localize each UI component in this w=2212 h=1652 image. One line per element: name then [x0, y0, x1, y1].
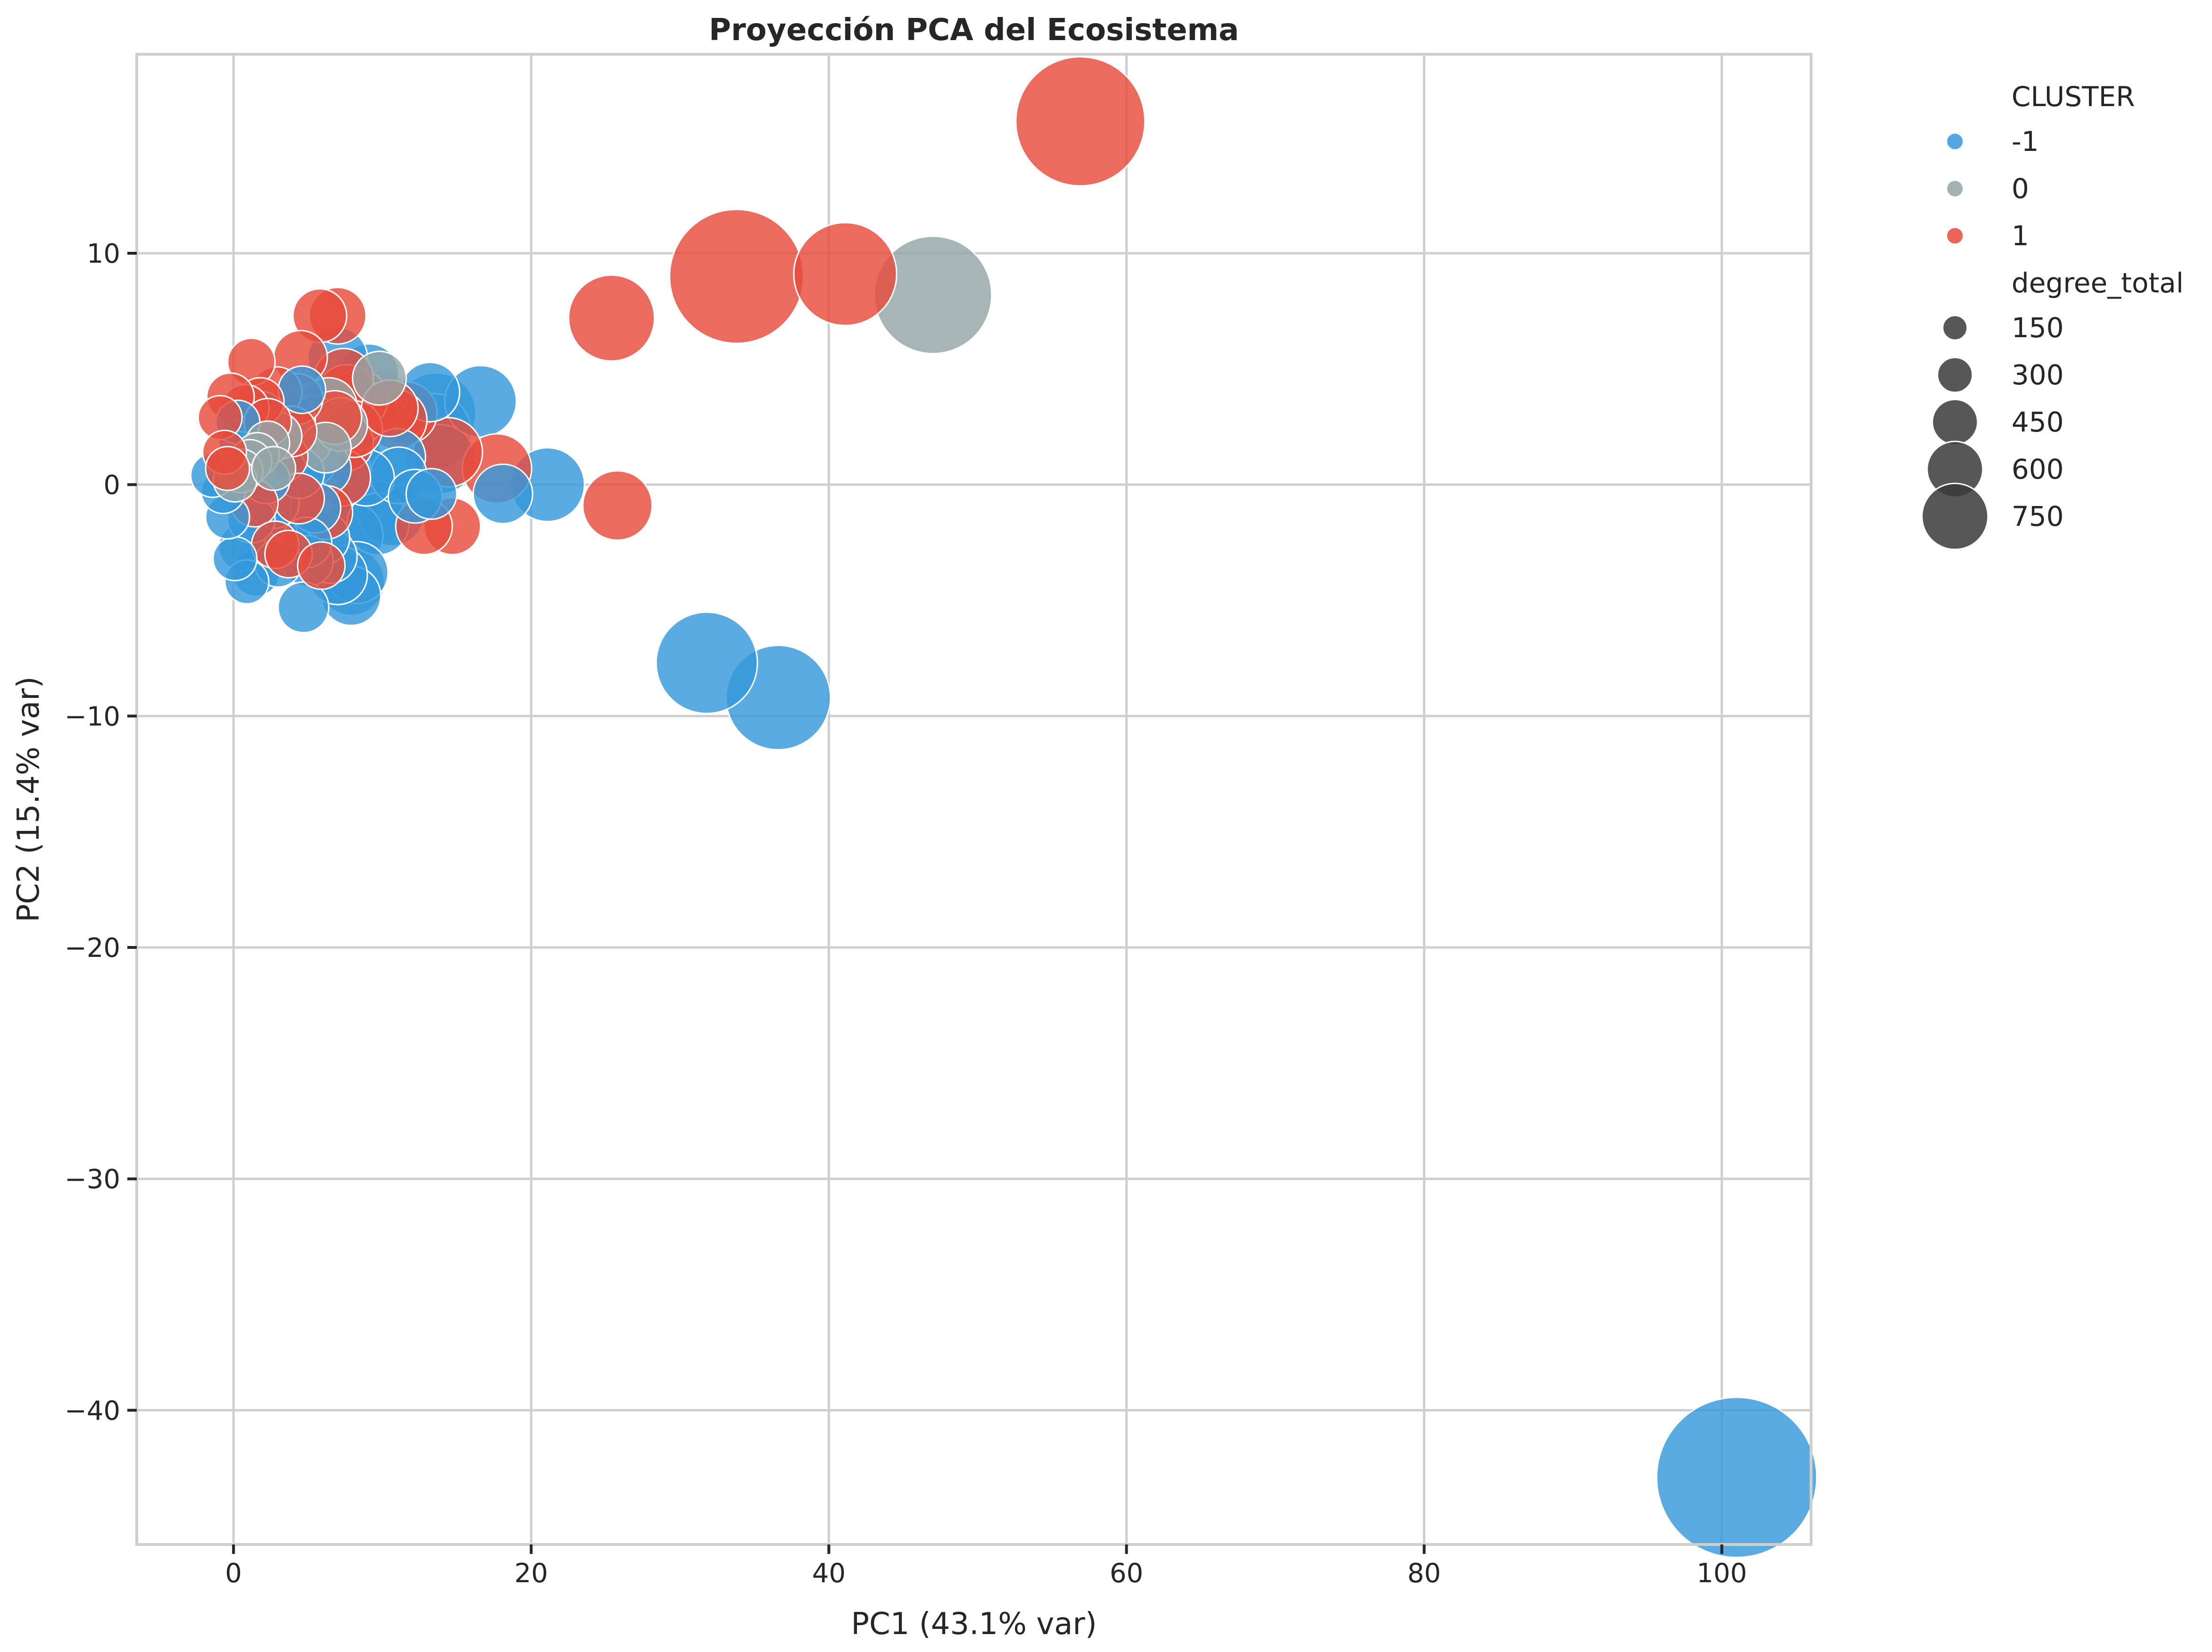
- data-point-cluster-1: [582, 470, 653, 541]
- legend-size-title: degree_total: [2012, 267, 2184, 299]
- data-point-cluster-1: [205, 446, 250, 491]
- legend-size-label: 150: [2012, 312, 2064, 344]
- legend-hue-marker: [1946, 226, 1964, 245]
- x-tick-label: 0: [225, 1558, 242, 1589]
- chart-title: Proyección PCA del Ecosistema: [709, 13, 1239, 48]
- legend-hue-title: CLUSTER: [2012, 81, 2135, 113]
- x-tick-label: 80: [1407, 1558, 1441, 1589]
- data-point-cluster-1: [669, 208, 805, 344]
- legend: CLUSTER -1 0 1 degree_total 150 300 450 600 750: [1921, 81, 2184, 550]
- legend-size-label: 300: [2012, 359, 2064, 391]
- legend-hue-label: 0: [2012, 173, 2029, 205]
- y-tick-label: −40: [65, 1395, 120, 1426]
- x-tick-label: 60: [1110, 1558, 1143, 1589]
- points-layer: [190, 56, 1818, 1558]
- data-point-cluster-0: [351, 350, 407, 406]
- legend-size-label: 600: [2012, 453, 2064, 485]
- legend-hue-label: -1: [2012, 125, 2039, 158]
- legend-size-marker: [1937, 357, 1973, 393]
- x-tick-label: 40: [812, 1558, 846, 1589]
- x-tick-label: 20: [515, 1558, 548, 1589]
- legend-hue-marker: [1946, 132, 1964, 151]
- y-tick-label: 0: [103, 470, 120, 501]
- data-point-cluster--1: [212, 536, 258, 581]
- legend-size-label: 750: [2012, 500, 2064, 532]
- data-point-cluster--1: [1656, 1396, 1818, 1558]
- y-tick-label: −10: [65, 701, 120, 732]
- data-point-cluster--1: [655, 611, 758, 714]
- data-point-cluster-1: [793, 222, 898, 326]
- x-axis-label: PC1 (43.1% var): [851, 1607, 1097, 1642]
- y-tick-label: 10: [87, 239, 120, 269]
- data-point-cluster-1: [297, 541, 346, 590]
- legend-size-marker: [1942, 315, 1968, 341]
- data-point-cluster--1: [405, 468, 457, 520]
- y-tick-label: −30: [65, 1164, 120, 1195]
- legend-size-marker: [1921, 482, 1989, 550]
- data-point-cluster-0: [251, 446, 297, 491]
- data-point-cluster-1: [568, 274, 656, 362]
- y-axis-label: PC2 (15.4% var): [11, 676, 46, 922]
- plot-frame: [135, 53, 1813, 1546]
- y-tick-label: −20: [65, 933, 120, 963]
- legend-hue-label: 1: [2012, 220, 2029, 252]
- x-tick-label: 100: [1696, 1558, 1747, 1589]
- data-point-cluster-1: [1015, 56, 1146, 187]
- legend-hue-marker: [1946, 179, 1964, 198]
- legend-size-marker: [1931, 398, 1979, 446]
- data-point-cluster--1: [472, 463, 533, 524]
- legend-size-label: 450: [2012, 406, 2064, 438]
